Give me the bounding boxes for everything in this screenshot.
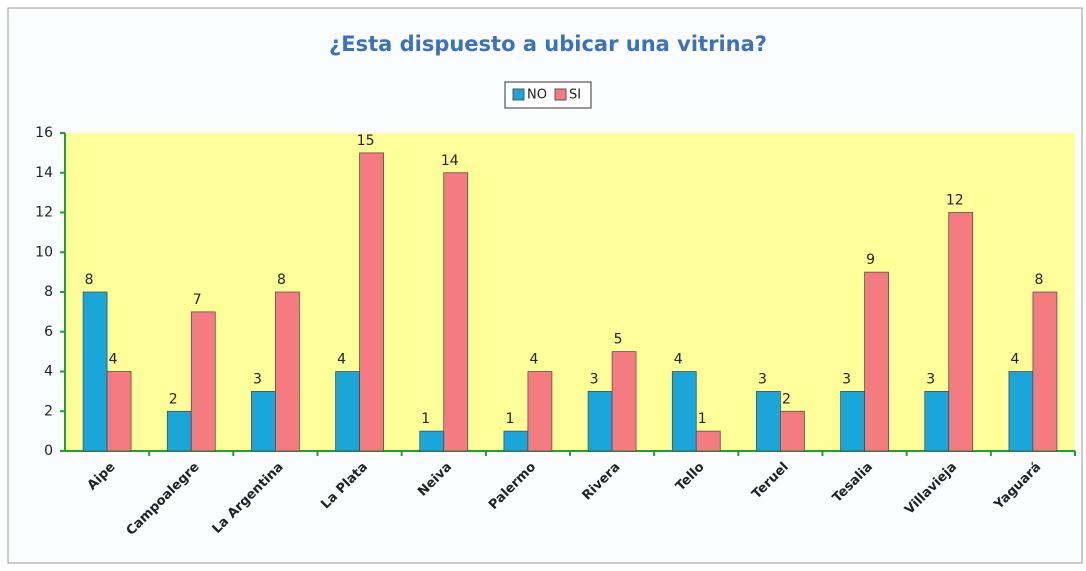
- data-label: 8: [277, 272, 286, 288]
- data-label: 9: [866, 252, 875, 268]
- bar: [275, 291, 300, 452]
- data-label: 3: [926, 371, 935, 387]
- y-tick-label: 4: [44, 364, 53, 380]
- plot-area: [65, 133, 1075, 451]
- bar: [82, 291, 108, 452]
- data-label: 4: [109, 352, 118, 368]
- legend-label: SI: [569, 88, 581, 103]
- data-label: 4: [674, 352, 683, 368]
- bar: [864, 271, 889, 452]
- bar: [1032, 291, 1058, 452]
- data-label: 1: [421, 411, 430, 427]
- data-label: 12: [946, 193, 964, 209]
- bar: [166, 410, 192, 452]
- data-label: 3: [590, 371, 599, 387]
- bar: [419, 430, 445, 452]
- data-label: 3: [758, 371, 767, 387]
- y-tick-label: 8: [44, 284, 53, 300]
- y-tick-label: 12: [35, 205, 53, 221]
- bar: [587, 391, 613, 452]
- y-tick-label: 0: [44, 443, 53, 459]
- bar: [190, 311, 216, 452]
- data-label: 2: [169, 391, 178, 407]
- data-label: 2: [782, 391, 791, 407]
- bar: [671, 371, 697, 452]
- y-tick-label: 14: [35, 165, 53, 181]
- y-tick-label: 2: [44, 403, 53, 419]
- bar: [443, 172, 469, 452]
- y-tick-label: 10: [35, 244, 53, 260]
- bar: [503, 430, 529, 452]
- data-label: 14: [441, 153, 459, 169]
- bar: [924, 391, 950, 452]
- data-label: 4: [337, 352, 346, 368]
- bar: [527, 371, 553, 452]
- data-label: 1: [505, 411, 514, 427]
- data-label: 7: [193, 292, 202, 308]
- y-tick-label: 6: [44, 324, 53, 340]
- data-label: 4: [1010, 352, 1019, 368]
- legend-swatch: [512, 88, 525, 101]
- data-label: 5: [614, 332, 623, 348]
- data-label: 8: [1034, 272, 1043, 288]
- legend-label: NO: [527, 88, 547, 103]
- bar: [840, 391, 865, 452]
- data-label: 3: [253, 371, 262, 387]
- data-label: 15: [357, 133, 375, 149]
- bar: [948, 212, 974, 452]
- data-label: 4: [529, 352, 538, 368]
- y-tick-label: 16: [35, 125, 53, 141]
- bar: [335, 371, 360, 452]
- bar: [1008, 371, 1034, 452]
- data-label: 8: [85, 272, 94, 288]
- data-label: 1: [698, 411, 707, 427]
- legend-swatch: [554, 88, 567, 101]
- bar: [106, 371, 132, 452]
- chart-title: ¿Esta dispuesto a ubicar una vitrina?: [329, 32, 767, 56]
- bar: [611, 351, 637, 452]
- bar: [756, 391, 781, 452]
- bar: [695, 430, 721, 452]
- data-label: 3: [842, 371, 851, 387]
- bar: [359, 152, 384, 452]
- bar: [251, 391, 276, 452]
- bar: [780, 410, 805, 452]
- legend: NO SI: [504, 81, 592, 109]
